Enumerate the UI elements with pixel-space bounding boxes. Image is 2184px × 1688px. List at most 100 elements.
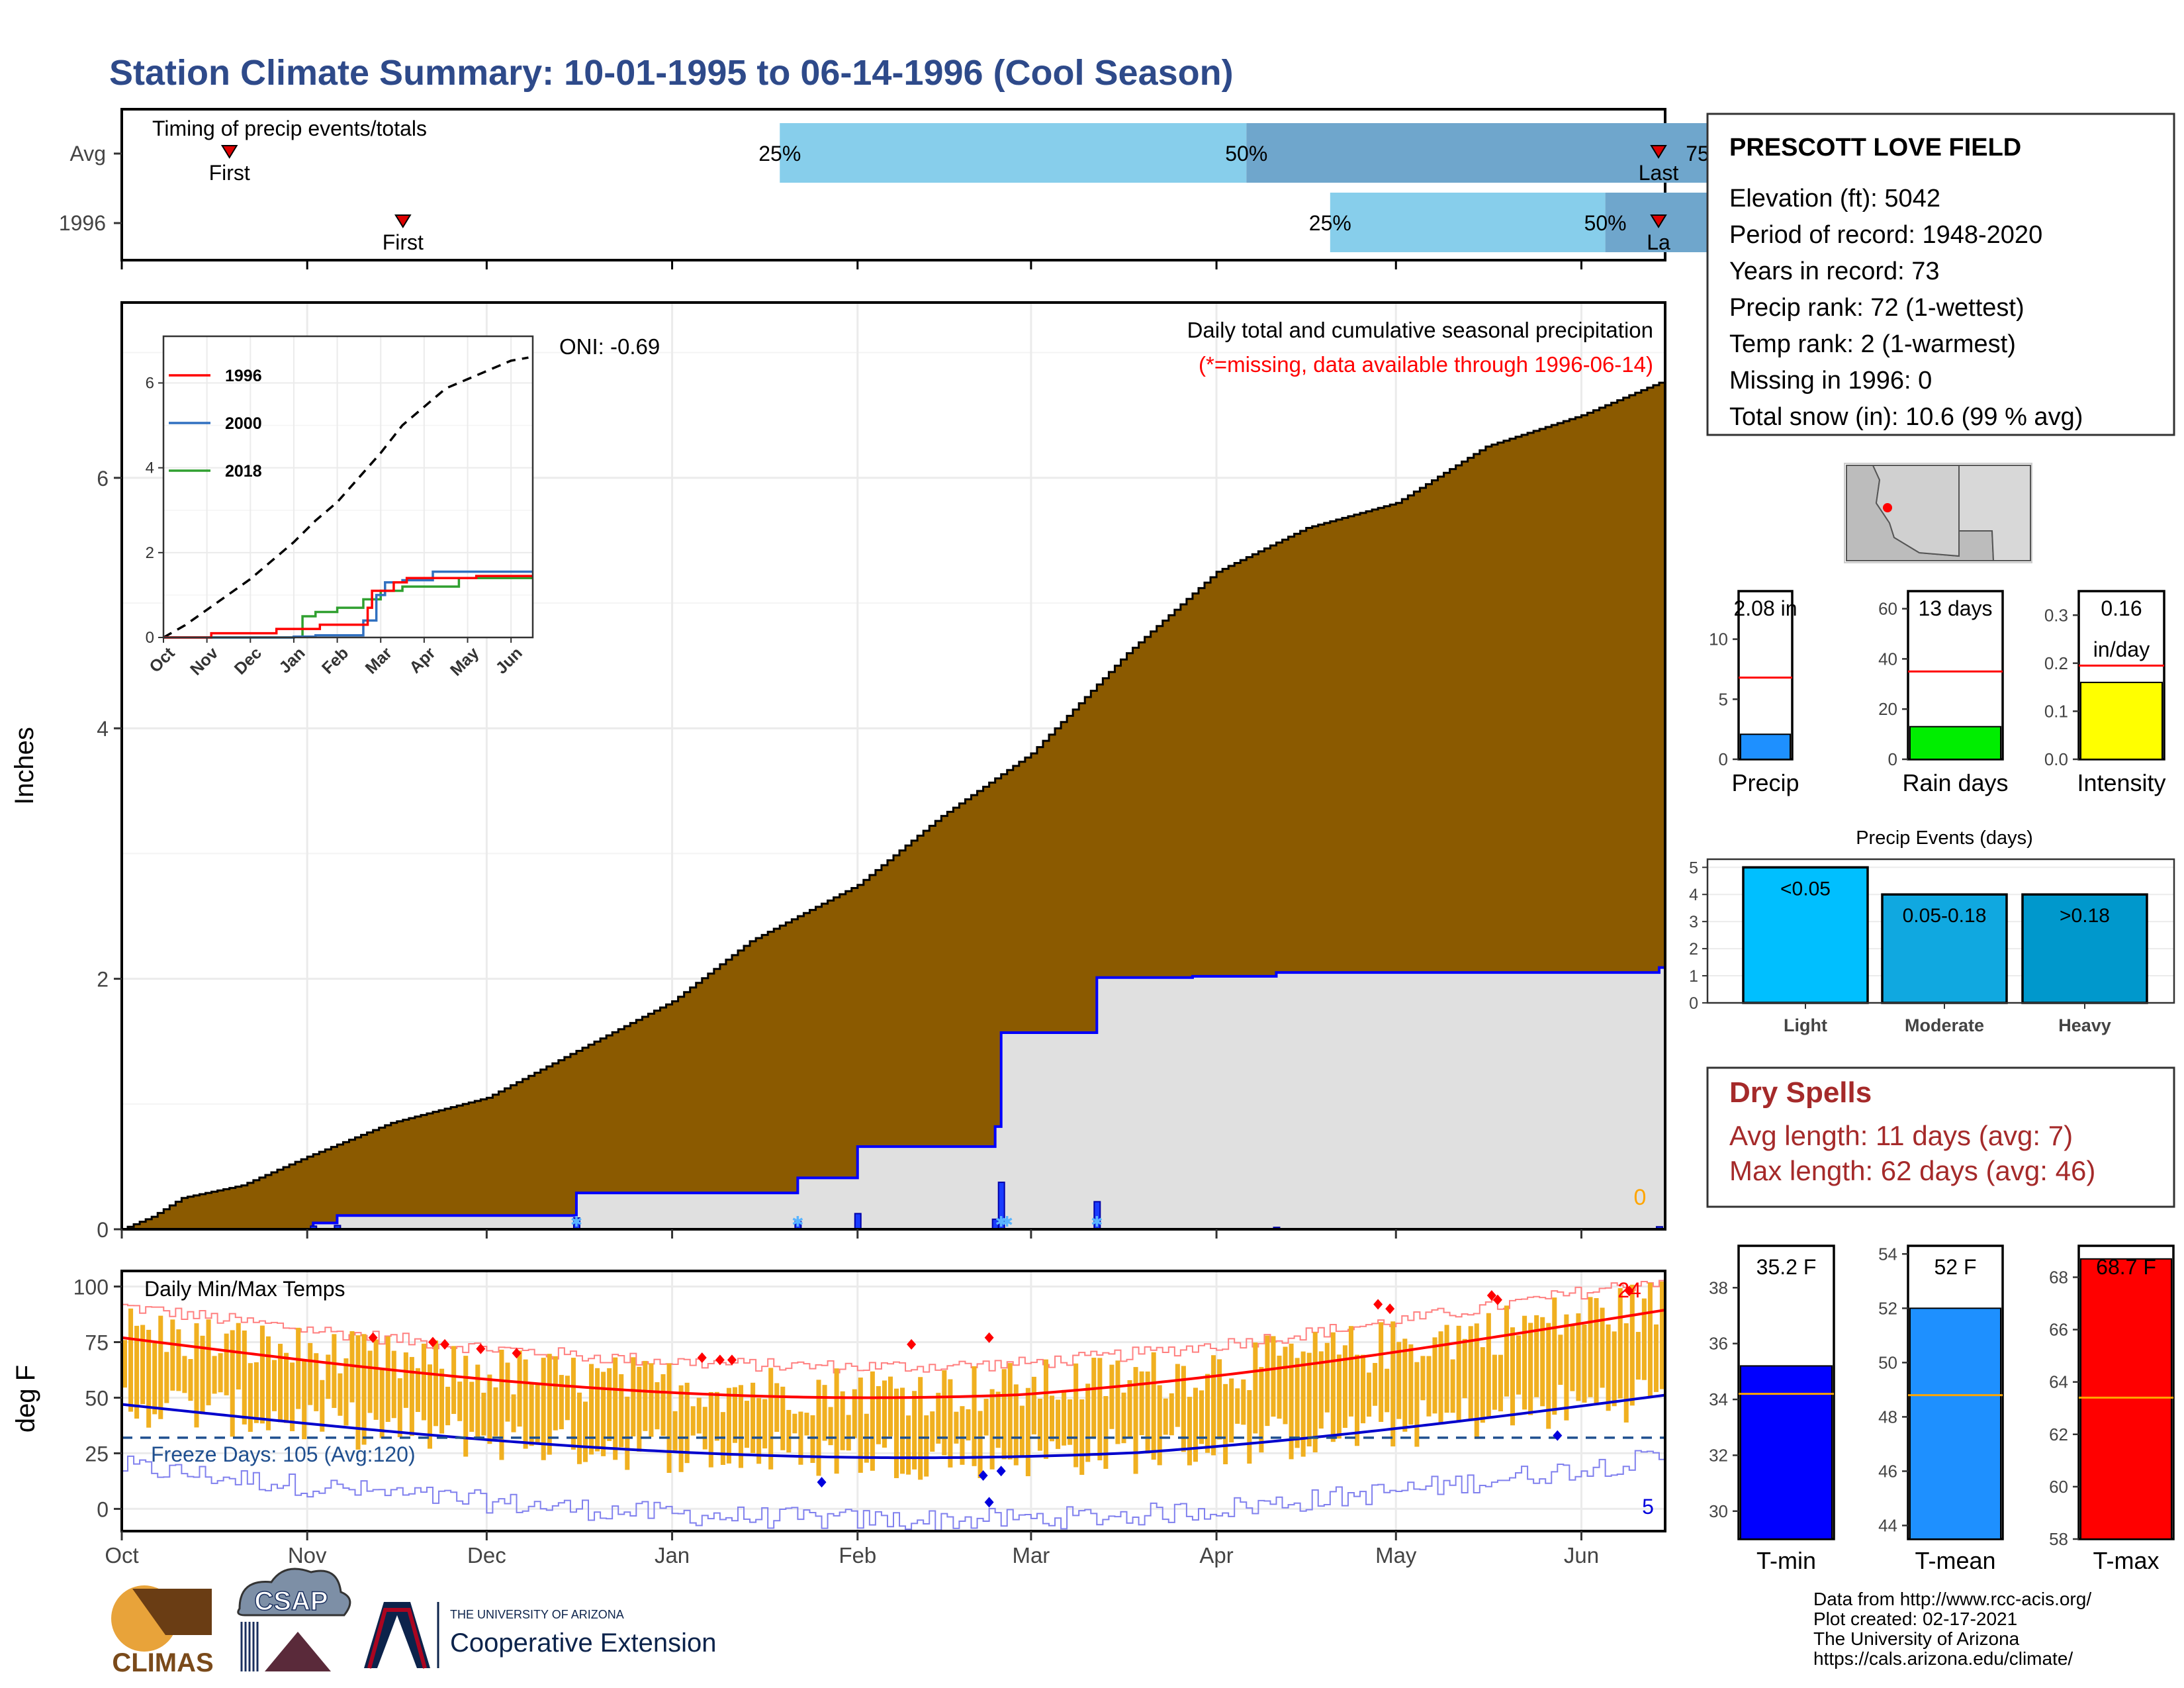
daily-temp-bar [511,1394,516,1432]
record-high-marker [1492,1294,1502,1305]
season-cumulative-precip-area [122,967,1665,1229]
daily-temp-bar [1031,1376,1036,1434]
record-high-marker [907,1338,917,1350]
daily-temp-bar [1659,1281,1664,1389]
daily-temp-bar [1151,1352,1156,1460]
ytick-label: 36 [1709,1334,1728,1354]
record-high-marker [512,1348,522,1359]
ytick-label: 58 [2049,1529,2068,1549]
inset-legend-label: 2000 [225,414,262,433]
ytick-label: 1 [1689,967,1698,986]
daily-temp-bar [128,1308,134,1412]
daily-temp-bar [948,1379,953,1468]
oni-label: ONI: -0.69 [559,334,660,359]
ytick-label: 68 [2049,1267,2068,1287]
daily-temp-bar [1385,1368,1390,1413]
ytick-label: 100 [73,1276,109,1299]
daily-temp-bar [1558,1335,1563,1385]
daily-temp-bar [1223,1383,1228,1465]
daily-temp-bar [732,1387,737,1443]
daily-temp-bar [960,1406,965,1465]
location-map [1844,463,2032,563]
station-info-line: Precip rank: 72 (1-wettest) [1729,294,2025,322]
inset-series-2000-line [163,570,533,639]
daily-temp-bar [314,1353,319,1411]
station-frame [1706,113,2175,436]
footer: CLIMAS CSAP THE UNIVERSITY OF ARIZONA Coope… [111,1568,2091,1677]
ytick-label: 3 [1689,913,1698,931]
events-frame [1706,858,2175,1004]
page-title: Station Climate Summary: 10-01-1995 to 0… [109,53,1234,93]
daily-temp-bar [589,1364,594,1455]
ytick-label: 50 [1878,1352,1897,1372]
season-bar-label: 13 days [1918,596,1992,620]
daily-temp-bar [1528,1323,1533,1415]
daily-temp-bar [900,1387,905,1474]
daily-temp-bar [164,1352,169,1403]
event-bar-label: 0.05-0.18 [1903,905,1987,927]
daily-temp-bar [1199,1390,1205,1444]
season-bar-frame [1737,590,1794,761]
daily-temp-bar [343,1358,349,1426]
daily-temp-bar [1617,1288,1623,1399]
daily-temp-bar [535,1383,540,1445]
daily-temp-bar [302,1360,307,1440]
daily-temp-bar [253,1362,259,1423]
month-label: Feb [839,1543,876,1568]
normal-max-line [121,1309,1666,1399]
ytick-label: 0 [97,1218,109,1242]
daily-temp-bar [451,1346,457,1414]
daily-temp-bar [751,1382,756,1454]
daily-temp-bar [523,1359,528,1449]
daily-temp-bar [200,1335,205,1415]
daily-temp-bar [547,1354,552,1455]
daily-temp-bar [1133,1367,1138,1474]
daily-temp-bar [840,1391,845,1450]
daily-temp-bar [966,1409,971,1441]
daily-temp-bar [481,1392,486,1436]
daily-temp-bar [499,1349,504,1460]
daily-temp-bar [1647,1282,1653,1399]
daily-temp-bar [738,1385,744,1468]
daily-temp-bar [1474,1323,1479,1439]
daily-temp-bar [1205,1374,1210,1453]
daily-temp-bar [1570,1324,1575,1391]
daily-temp-bar [296,1327,301,1409]
record-high-marker [1624,1286,1634,1297]
daily-temp-bar [726,1387,731,1464]
precip-frame [120,301,1666,1231]
event-bar [1742,866,1869,1004]
temp-bar-label: 68.7 F [2096,1255,2156,1279]
daily-temp-bar [637,1366,642,1452]
quartile-bar-25-50 [780,123,1247,183]
daily-temp-bar [1253,1342,1258,1434]
daily-temp-bar [397,1378,402,1438]
first-event-marker [394,214,412,228]
ytick-label: 0 [1719,749,1728,769]
daily-temp-bar [643,1360,648,1431]
record-high-marker [727,1354,737,1366]
daily-temp-bar [1450,1359,1455,1413]
daily-temp-bar [852,1389,857,1438]
event-bar-name: Light [1784,1015,1827,1035]
temp-bar-value [2080,1258,2172,1540]
daily-temp-bar [1265,1335,1270,1427]
daily-temp-bar [714,1391,719,1441]
daily-temp-bar [1641,1298,1647,1380]
temp-bar-name: T-max [2093,1547,2159,1574]
daily-temp-bar [678,1385,684,1472]
daily-temp-bar [1056,1399,1061,1449]
station-info-line: Years in record: 73 [1729,258,1940,285]
daily-temp-bar [206,1319,211,1405]
daily-temp-bar [1606,1324,1611,1411]
daily-temp-bar [224,1333,229,1395]
daily-temp-bar [1163,1398,1168,1435]
ytick-label: 30 [1709,1501,1728,1521]
daily-temp-bar [1193,1387,1198,1462]
daily-temp-bar [1259,1367,1264,1453]
daily-temp-bar [355,1335,361,1450]
daily-temp-bar [774,1383,780,1432]
daily-temp-bar [672,1411,678,1451]
